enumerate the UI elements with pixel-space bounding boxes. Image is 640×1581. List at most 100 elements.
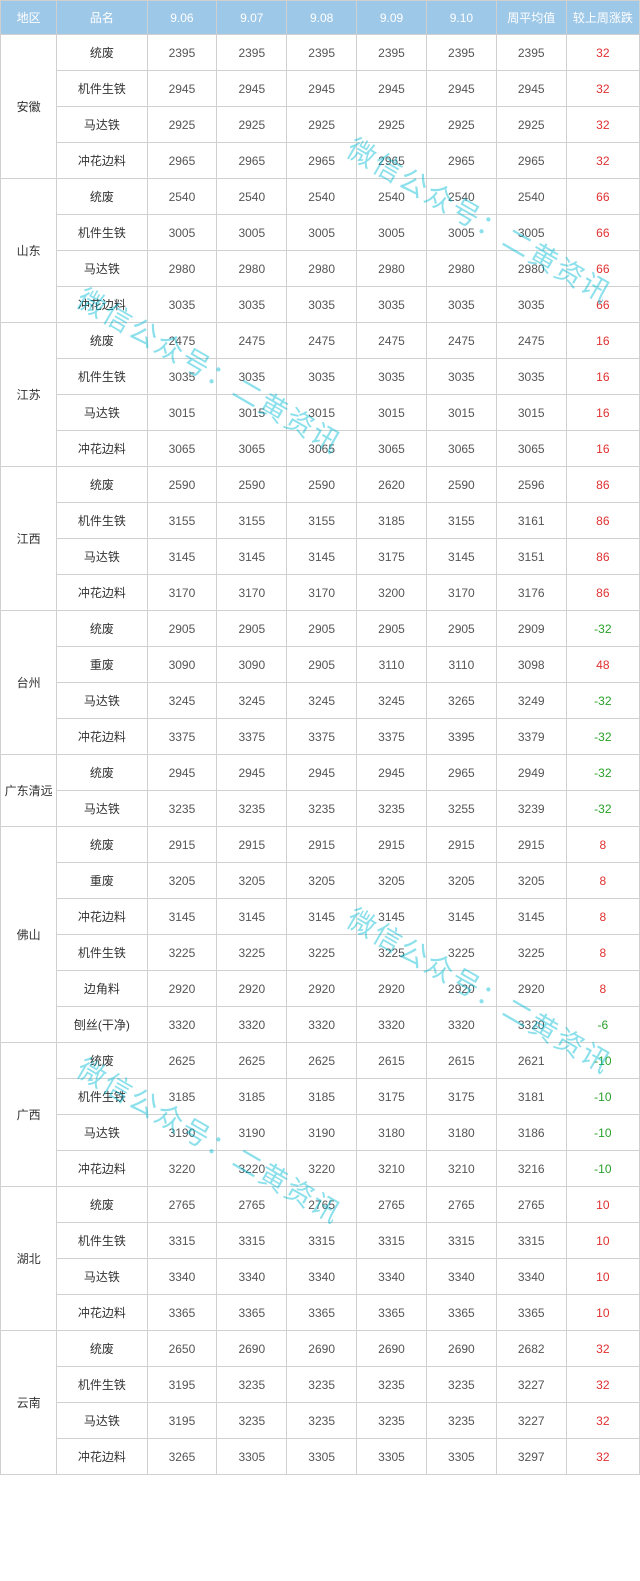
change-cell: -32 bbox=[566, 683, 639, 719]
product-cell: 冲花边料 bbox=[57, 1151, 147, 1187]
value-cell: 3170 bbox=[426, 575, 496, 611]
value-cell: 3005 bbox=[357, 215, 427, 251]
value-cell: 3065 bbox=[287, 431, 357, 467]
value-cell: 3315 bbox=[147, 1223, 217, 1259]
header-cell: 9.08 bbox=[287, 1, 357, 35]
avg-cell: 2980 bbox=[496, 251, 566, 287]
value-cell: 2540 bbox=[217, 179, 287, 215]
table-row: 马达铁29252925292529252925292532 bbox=[1, 107, 640, 143]
value-cell: 3035 bbox=[287, 359, 357, 395]
change-cell: 16 bbox=[566, 323, 639, 359]
change-cell: 8 bbox=[566, 935, 639, 971]
value-cell: 3365 bbox=[357, 1295, 427, 1331]
region-cell: 山东 bbox=[1, 179, 57, 323]
value-cell: 2625 bbox=[287, 1043, 357, 1079]
header-cell: 地区 bbox=[1, 1, 57, 35]
value-cell: 3035 bbox=[357, 287, 427, 323]
table-row: 湖北统废27652765276527652765276510 bbox=[1, 1187, 640, 1223]
table-row: 冲花边料31703170317032003170317686 bbox=[1, 575, 640, 611]
product-cell: 冲花边料 bbox=[57, 143, 147, 179]
value-cell: 3365 bbox=[217, 1295, 287, 1331]
avg-cell: 3216 bbox=[496, 1151, 566, 1187]
value-cell: 3195 bbox=[147, 1367, 217, 1403]
avg-cell: 3320 bbox=[496, 1007, 566, 1043]
region-cell: 安徽 bbox=[1, 35, 57, 179]
table-row: 刨丝(干净)332033203320332033203320-6 bbox=[1, 1007, 640, 1043]
value-cell: 3035 bbox=[357, 359, 427, 395]
change-cell: -32 bbox=[566, 791, 639, 827]
value-cell: 3175 bbox=[357, 1079, 427, 1115]
value-cell: 3365 bbox=[147, 1295, 217, 1331]
value-cell: 3205 bbox=[426, 863, 496, 899]
value-cell: 3185 bbox=[147, 1079, 217, 1115]
value-cell: 2540 bbox=[357, 179, 427, 215]
value-cell: 2475 bbox=[357, 323, 427, 359]
avg-cell: 2596 bbox=[496, 467, 566, 503]
region-cell: 江西 bbox=[1, 467, 57, 611]
product-cell: 马达铁 bbox=[57, 683, 147, 719]
product-cell: 机件生铁 bbox=[57, 359, 147, 395]
value-cell: 3145 bbox=[147, 899, 217, 935]
value-cell: 2905 bbox=[217, 611, 287, 647]
value-cell: 2945 bbox=[217, 755, 287, 791]
value-cell: 3175 bbox=[357, 539, 427, 575]
table-row: 机件生铁33153315331533153315331510 bbox=[1, 1223, 640, 1259]
value-cell: 3185 bbox=[287, 1079, 357, 1115]
value-cell: 3065 bbox=[357, 431, 427, 467]
header-cell: 较上周涨跌 bbox=[566, 1, 639, 35]
value-cell: 2905 bbox=[147, 611, 217, 647]
avg-cell: 2765 bbox=[496, 1187, 566, 1223]
product-cell: 统废 bbox=[57, 467, 147, 503]
value-cell: 3235 bbox=[287, 1367, 357, 1403]
value-cell: 3235 bbox=[287, 1403, 357, 1439]
change-cell: 16 bbox=[566, 359, 639, 395]
value-cell: 3305 bbox=[287, 1439, 357, 1475]
table-row: 马达铁33403340334033403340334010 bbox=[1, 1259, 640, 1295]
value-cell: 3305 bbox=[217, 1439, 287, 1475]
table-row: 冲花边料33653365336533653365336510 bbox=[1, 1295, 640, 1331]
value-cell: 3340 bbox=[287, 1259, 357, 1295]
table-row: 冲花边料29652965296529652965296532 bbox=[1, 143, 640, 179]
value-cell: 3225 bbox=[147, 935, 217, 971]
value-cell: 2395 bbox=[426, 35, 496, 71]
avg-cell: 2920 bbox=[496, 971, 566, 1007]
table-row: 马达铁31453145314531753145315186 bbox=[1, 539, 640, 575]
value-cell: 3210 bbox=[426, 1151, 496, 1187]
value-cell: 2590 bbox=[147, 467, 217, 503]
avg-cell: 3151 bbox=[496, 539, 566, 575]
change-cell: 32 bbox=[566, 107, 639, 143]
value-cell: 3205 bbox=[147, 863, 217, 899]
value-cell: 2540 bbox=[426, 179, 496, 215]
value-cell: 2965 bbox=[217, 143, 287, 179]
header-cell: 品名 bbox=[57, 1, 147, 35]
table-row: 冲花边料30653065306530653065306516 bbox=[1, 431, 640, 467]
value-cell: 2765 bbox=[217, 1187, 287, 1223]
value-cell: 2475 bbox=[287, 323, 357, 359]
avg-cell: 3225 bbox=[496, 935, 566, 971]
value-cell: 2945 bbox=[287, 755, 357, 791]
value-cell: 3340 bbox=[357, 1259, 427, 1295]
value-cell: 3200 bbox=[357, 575, 427, 611]
header-cell: 9.06 bbox=[147, 1, 217, 35]
value-cell: 3235 bbox=[357, 791, 427, 827]
value-cell: 2945 bbox=[357, 755, 427, 791]
product-cell: 机件生铁 bbox=[57, 71, 147, 107]
avg-cell: 2945 bbox=[496, 71, 566, 107]
value-cell: 3035 bbox=[147, 359, 217, 395]
product-cell: 统废 bbox=[57, 35, 147, 71]
value-cell: 3190 bbox=[217, 1115, 287, 1151]
value-cell: 2475 bbox=[217, 323, 287, 359]
value-cell: 3185 bbox=[217, 1079, 287, 1115]
value-cell: 3305 bbox=[357, 1439, 427, 1475]
value-cell: 3035 bbox=[426, 359, 496, 395]
value-cell: 3145 bbox=[426, 899, 496, 935]
region-cell: 湖北 bbox=[1, 1187, 57, 1331]
product-cell: 统废 bbox=[57, 1331, 147, 1367]
change-cell: 8 bbox=[566, 899, 639, 935]
value-cell: 3225 bbox=[217, 935, 287, 971]
value-cell: 3065 bbox=[147, 431, 217, 467]
change-cell: 86 bbox=[566, 503, 639, 539]
value-cell: 2590 bbox=[426, 467, 496, 503]
product-cell: 机件生铁 bbox=[57, 1079, 147, 1115]
value-cell: 2920 bbox=[426, 971, 496, 1007]
